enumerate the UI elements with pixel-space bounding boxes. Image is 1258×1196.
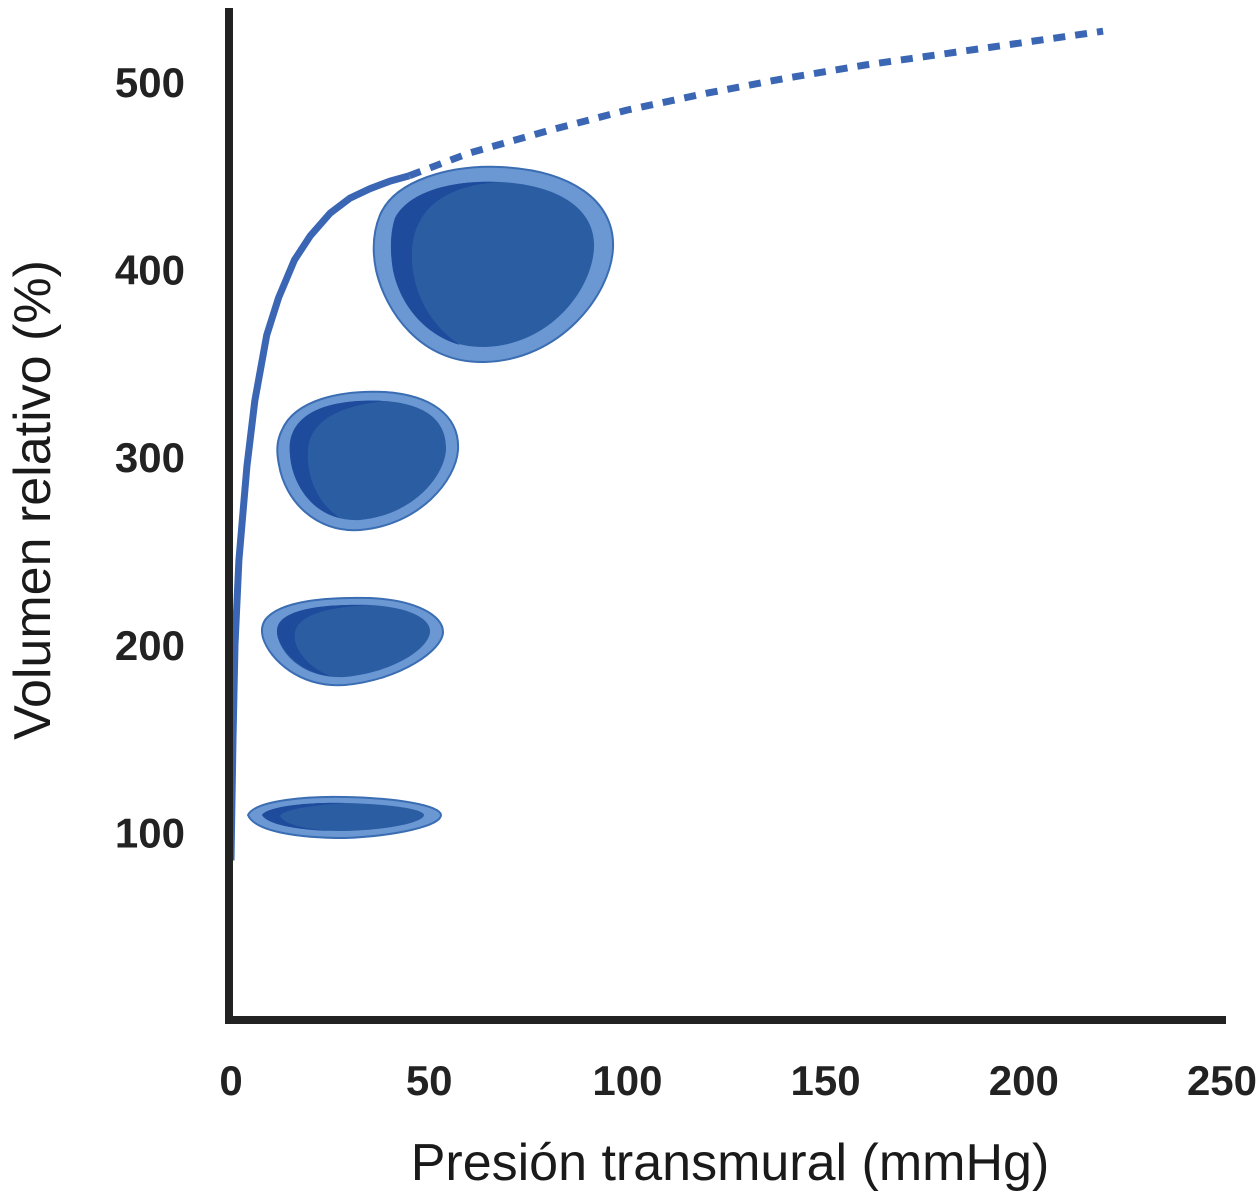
x-tick-label: 50 [406, 1057, 453, 1104]
vessel-lumen-shade [289, 400, 385, 518]
series-solid-line [227, 172, 411, 861]
y-tick-label: 400 [115, 247, 185, 294]
y-tick-label: 500 [115, 59, 185, 106]
vessel-cross-section-300 [276, 390, 460, 532]
x-tick-label: 0 [219, 1057, 242, 1104]
x-tick-label: 150 [791, 1057, 861, 1104]
x-axis-label: Presión transmural (mmHg) [411, 1134, 1050, 1192]
vessel-lumen [289, 400, 447, 521]
x-tick-label: 250 [1187, 1057, 1257, 1104]
vessel-lumen-shade [276, 604, 370, 676]
y-tick-label: 200 [115, 622, 185, 669]
x-tick-labels: 0 50 100 150 200 250 [219, 1057, 1257, 1104]
vessel-lumen [262, 802, 424, 831]
y-tick-labels: 100 200 300 400 500 [115, 59, 185, 856]
vessel-cross-section-400 [372, 165, 615, 364]
vessel-lumen [390, 181, 595, 348]
vessel-cross-section-100 [246, 795, 443, 840]
series-dashed-line [408, 27, 1104, 179]
y-tick-label: 100 [115, 809, 185, 856]
y-tick-label: 300 [115, 434, 185, 481]
vessel-lumen-shade [390, 181, 500, 345]
series-layer [227, 27, 1104, 861]
vessel-lumen [276, 604, 431, 678]
vessel-lumen-shade [262, 802, 345, 831]
vessel-cross-sections [246, 165, 615, 840]
axes [225, 8, 1226, 1024]
y-axis-label: Volumen relativo (%) [4, 260, 62, 740]
x-tick-label: 200 [989, 1057, 1059, 1104]
x-tick-label: 100 [592, 1057, 662, 1104]
vessel-cross-section-200 [260, 596, 445, 687]
